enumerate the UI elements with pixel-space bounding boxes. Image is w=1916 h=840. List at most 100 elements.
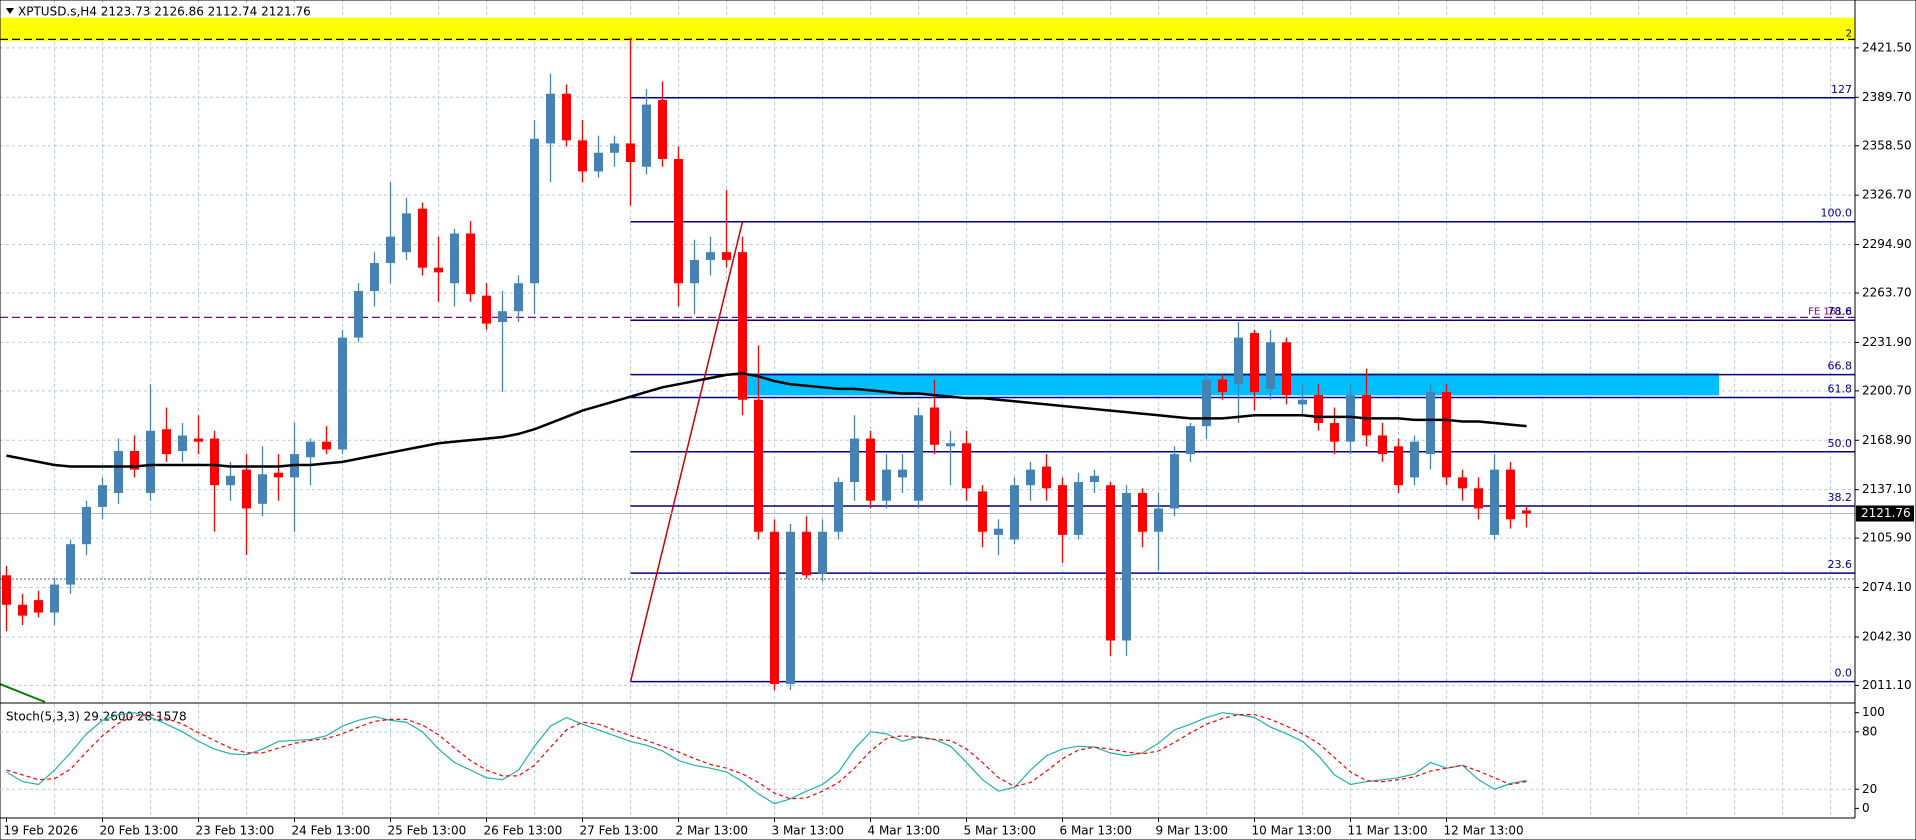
candle-body — [1282, 342, 1291, 396]
x-tick-label: 24 Feb 13:00 — [292, 824, 371, 838]
candle-body — [882, 469, 891, 501]
candle-body — [1442, 391, 1451, 478]
candle-body — [674, 158, 683, 284]
candle-body — [274, 472, 283, 478]
stoch-main-line — [6, 712, 1527, 805]
x-tick-label: 19 Feb 2026 — [4, 824, 79, 838]
candle-body — [1330, 423, 1339, 442]
candle-body — [1090, 475, 1099, 483]
candle-body — [354, 291, 363, 338]
menu-arrow[interactable] — [6, 8, 14, 14]
x-tick-label: 12 Mar 13:00 — [1444, 824, 1524, 838]
candle-body — [610, 143, 619, 153]
candle-body — [978, 491, 987, 532]
x-tick-label: 25 Feb 13:00 — [388, 824, 467, 838]
candle-body — [1122, 492, 1131, 641]
x-tick-label: 4 Mar 13:00 — [868, 824, 941, 838]
candle-body — [1186, 426, 1195, 455]
candle-body — [178, 435, 187, 451]
candle-body — [498, 311, 507, 323]
grid — [0, 0, 1855, 817]
candle-body — [530, 138, 539, 284]
candle-body — [434, 267, 443, 273]
fib-label: 66.8 — [1828, 360, 1853, 373]
candle-body — [130, 450, 139, 470]
candle-body — [1250, 332, 1259, 392]
x-tick-label: 6 Mar 13:00 — [1060, 824, 1133, 838]
candle-body — [786, 531, 795, 685]
x-tick-label: 23 Feb 13:00 — [196, 824, 275, 838]
candle-body — [1202, 379, 1211, 427]
candle-body — [1314, 395, 1323, 424]
candle-body — [546, 93, 555, 144]
candle-body — [1458, 477, 1467, 489]
candle-body — [834, 482, 843, 532]
candle-body — [2, 575, 11, 605]
candle-body — [114, 450, 123, 493]
y-tick-label: 2042.30 — [1862, 629, 1912, 643]
candle-body — [226, 475, 235, 486]
candle-body — [402, 213, 411, 253]
candle-body — [946, 443, 955, 447]
candle-body — [258, 474, 267, 504]
y-tick-label: 2263.70 — [1862, 286, 1912, 300]
candle-body — [1490, 469, 1499, 535]
candle-body — [418, 208, 427, 268]
candle-body — [722, 252, 731, 260]
current-price-box — [1856, 505, 1914, 522]
candle-body — [1346, 395, 1355, 442]
candle-body — [1154, 508, 1163, 532]
y-tick-label: 2200.70 — [1862, 383, 1912, 397]
fib-label: 38.2 — [1828, 491, 1853, 504]
x-tick-label: 20 Feb 13:00 — [100, 824, 179, 838]
candle-body — [50, 584, 59, 613]
candle-body — [162, 429, 171, 455]
candle-body — [1106, 485, 1115, 641]
stoch-tick-label: 0 — [1862, 801, 1870, 815]
y-tick-label: 2294.90 — [1862, 237, 1912, 251]
candle-body — [802, 531, 811, 576]
candle-body — [482, 295, 491, 324]
candle-body — [1522, 510, 1531, 514]
level-label: 2 — [1846, 28, 1852, 39]
stoch-tick-label: 20 — [1862, 782, 1877, 796]
candle-body — [770, 531, 779, 685]
fib-label: 78.6 — [1828, 305, 1853, 318]
fib-label: 61.8 — [1828, 383, 1853, 396]
candle-body — [98, 485, 107, 507]
y-tick-label: 2358.50 — [1862, 138, 1912, 152]
chart-title: XPTUSD.s,H4 2123.73 2126.86 2112.74 2121… — [18, 5, 311, 19]
candle-body — [594, 152, 603, 172]
candle-body — [18, 604, 27, 616]
candle-body — [1474, 488, 1483, 509]
x-tick-label: 11 Mar 13:00 — [1348, 824, 1428, 838]
candle-body — [642, 104, 651, 167]
candle-body — [466, 233, 475, 295]
candle-body — [658, 99, 667, 159]
fib-label: 23.6 — [1828, 558, 1853, 571]
candle-body — [994, 528, 1003, 535]
indicator-line — [0, 683, 46, 703]
candle-body — [850, 438, 859, 483]
candle-body — [1234, 337, 1243, 385]
x-tick-label: 27 Feb 13:00 — [580, 824, 659, 838]
candle-body — [370, 263, 379, 292]
x-tick-label: 3 Mar 13:00 — [772, 824, 845, 838]
candle-body — [386, 236, 395, 264]
fib-label: 127 — [1831, 83, 1852, 96]
y-tick-label: 2011.10 — [1862, 678, 1912, 692]
x-tick-label: 9 Mar 13:00 — [1156, 824, 1229, 838]
candle-body — [1074, 482, 1083, 535]
fib-label: 50.0 — [1828, 437, 1853, 450]
candle-body — [1010, 485, 1019, 540]
candle-body — [818, 531, 827, 574]
y-tick-label: 2421.50 — [1862, 40, 1912, 54]
fib-label: 0.0 — [1835, 667, 1853, 680]
candle-body — [1394, 446, 1403, 486]
y-tick-label: 2074.10 — [1862, 580, 1912, 594]
candle-body — [562, 93, 571, 141]
candle-body — [1042, 466, 1051, 489]
stoch-tick-label: 100 — [1862, 705, 1885, 719]
stoch-tick-label: 80 — [1862, 724, 1877, 738]
